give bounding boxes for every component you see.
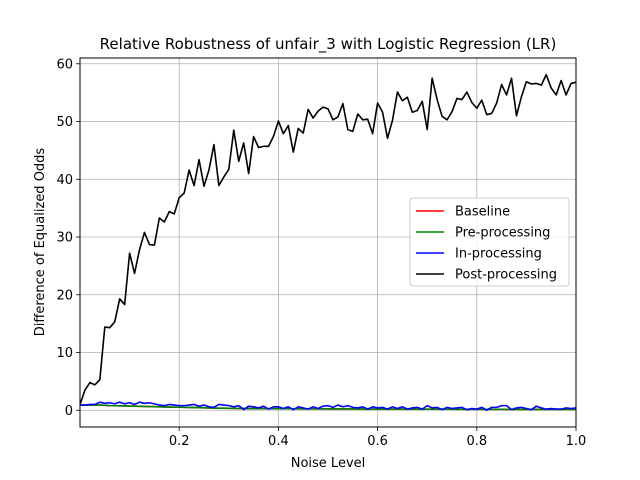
- x-axis: 0.2 0.4 0.6 0.8 1.0: [169, 427, 586, 449]
- x-tick-label: 0.2: [169, 434, 190, 449]
- y-tick-label: 50: [56, 115, 73, 130]
- y-tick-label: 30: [56, 231, 73, 246]
- legend-label-pre-processing: Pre-processing: [455, 226, 550, 241]
- legend-box: [409, 197, 570, 287]
- legend-label-baseline: Baseline: [455, 205, 510, 220]
- x-axis-label: Noise Level: [291, 456, 366, 471]
- x-tick-label: 1.0: [566, 434, 587, 449]
- y-tick-label: 0: [65, 404, 73, 419]
- y-tick-label: 20: [56, 288, 73, 303]
- series-line-in-processing: [80, 401, 577, 412]
- legend-label-post-processing: Post-processing: [455, 268, 557, 283]
- grid-lines: [80, 58, 577, 427]
- x-tick-label: 0.6: [367, 434, 388, 449]
- series-line-post-processing: [79, 73, 577, 405]
- x-tick-label: 0.8: [466, 434, 487, 449]
- plot-area-frame: [79, 57, 577, 428]
- series-line-pre-processing: [80, 404, 576, 411]
- y-tick-label: 10: [56, 346, 73, 361]
- legend: Baseline Pre-processing In-processing Post-…: [409, 197, 570, 287]
- y-axis: 0 10 20 30 40 50 60: [56, 57, 80, 419]
- x-tick-label: 0.4: [268, 434, 289, 449]
- y-axis-label: Difference of Equalized Odds: [33, 148, 48, 337]
- y-tick-label: 40: [56, 173, 73, 188]
- legend-label-in-processing: In-processing: [455, 247, 542, 262]
- series-layer: [79, 73, 577, 412]
- chart-title: Relative Robustness of unfair_3 with Log…: [100, 35, 557, 54]
- y-tick-label: 60: [56, 57, 73, 72]
